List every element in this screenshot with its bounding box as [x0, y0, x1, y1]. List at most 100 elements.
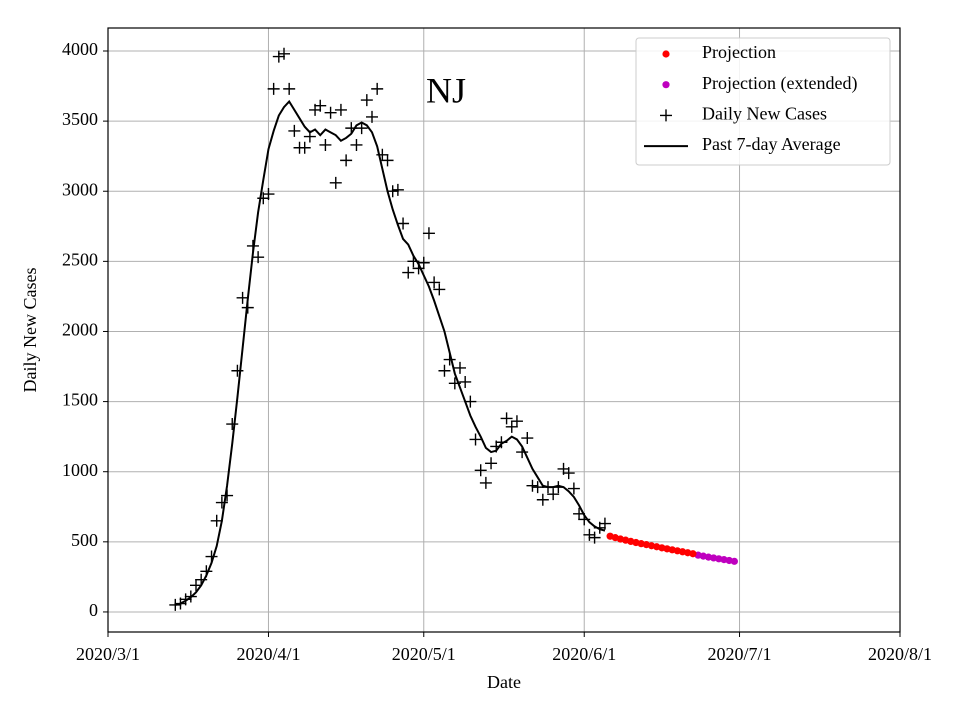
legend: Projection Projection (extended) Daily New…: [635, 37, 891, 166]
case-marker: [262, 188, 275, 201]
legend-key: [662, 81, 670, 89]
case-marker: [283, 82, 296, 95]
case-marker: [516, 446, 529, 459]
x-axis-label: Date: [487, 672, 521, 692]
case-marker: [324, 106, 337, 119]
case-marker: [526, 479, 539, 492]
case-marker: [448, 377, 461, 390]
case-marker: [278, 47, 290, 60]
case-marker: [422, 227, 435, 240]
case-marker: [505, 420, 518, 433]
legend-label: Projection (extended): [702, 73, 857, 94]
case-marker: [231, 364, 244, 377]
case-marker: [355, 122, 368, 135]
case-marker: [200, 565, 213, 578]
projection-point: [689, 550, 697, 558]
x-tick-label: 2020/7/1: [708, 644, 772, 664]
case-marker: [314, 99, 327, 112]
legend-label: Daily New Cases: [702, 104, 827, 124]
case-marker: [547, 488, 560, 501]
case-marker: [366, 110, 378, 123]
case-marker: [184, 590, 197, 603]
case-marker: [381, 154, 394, 167]
case-marker: [376, 148, 389, 161]
case-marker: [288, 124, 301, 137]
y-tick-label: 4000: [62, 39, 98, 59]
case-marker: [510, 415, 523, 428]
case-marker: [226, 418, 239, 431]
case-marker: [272, 50, 285, 63]
case-marker: [536, 493, 549, 506]
case-marker: [459, 375, 472, 388]
case-marker: [345, 122, 358, 135]
plot-frame: [107, 27, 901, 633]
y-axis-label: Daily New Cases: [20, 268, 40, 393]
case-marker: [567, 482, 580, 495]
case-marker: [573, 507, 586, 520]
case-marker: [169, 598, 182, 611]
case-marker: [521, 432, 534, 445]
case-marker: [485, 457, 498, 470]
case-marker: [210, 514, 223, 527]
case-marker: [469, 433, 482, 446]
case-marker: [552, 481, 565, 494]
case-marker: [454, 361, 466, 374]
case-marker: [438, 364, 451, 377]
y-tick-label: 0: [89, 600, 98, 620]
y-tick-label: 500: [71, 530, 98, 550]
case-marker: [205, 550, 218, 563]
case-marker: [241, 301, 254, 314]
case-marker: [340, 154, 353, 167]
legend-box: [635, 37, 891, 166]
legend-label: Projection: [702, 42, 776, 62]
chart-title: NJ: [426, 70, 466, 110]
case-marker: [195, 573, 208, 586]
case-marker: [179, 593, 192, 606]
case-marker: [542, 481, 554, 494]
case-marker: [443, 353, 456, 366]
case-marker: [319, 138, 332, 151]
case-marker: [329, 176, 342, 189]
case-marker: [479, 476, 492, 489]
case-marker: [598, 517, 611, 530]
legend-label: Past 7-day Average: [702, 134, 841, 154]
case-marker: [246, 239, 259, 252]
x-tick-label: 2020/3/1: [76, 644, 140, 664]
case-marker: [391, 183, 404, 196]
case-marker: [495, 436, 508, 449]
legend-key: [662, 50, 670, 58]
y-tick-label: 2000: [62, 320, 98, 340]
case-marker: [417, 256, 430, 269]
case-marker: [578, 513, 591, 526]
y-tick-label: 1500: [62, 390, 98, 410]
x-tick-label: 2020/4/1: [236, 644, 300, 664]
case-marker: [360, 94, 373, 107]
x-tick-label: 2020/8/1: [868, 644, 932, 664]
case-marker: [334, 103, 347, 116]
case-marker: [267, 82, 280, 95]
x-tick-label: 2020/5/1: [392, 644, 456, 664]
y-tick-label: 3000: [62, 179, 98, 199]
case-marker: [221, 489, 234, 502]
case-marker: [298, 141, 311, 154]
case-marker: [433, 283, 446, 296]
x-tick-label: 2020/6/1: [552, 644, 616, 664]
case-marker: [412, 262, 425, 275]
case-marker: [236, 291, 249, 304]
case-marker: [402, 266, 415, 279]
case-marker: [588, 531, 601, 544]
case-marker: [474, 464, 487, 477]
y-tick-label: 3500: [62, 109, 98, 129]
case-marker: [252, 251, 265, 264]
case-marker: [428, 276, 441, 289]
case-marker: [350, 138, 363, 151]
y-tick-label: 1000: [62, 460, 98, 480]
projection-point: [730, 557, 738, 565]
legend-key: [660, 109, 672, 122]
case-marker: [531, 481, 544, 494]
case-marker: [371, 82, 384, 95]
case-marker: [464, 395, 477, 408]
case-marker: [583, 528, 596, 541]
case-marker: [407, 255, 420, 268]
